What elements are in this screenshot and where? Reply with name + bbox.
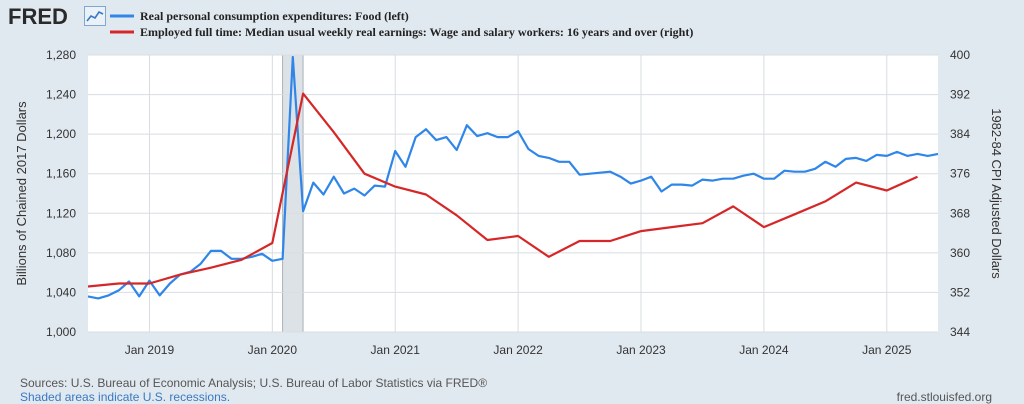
chart-canvas: 1,000 1,040 1,080 1,120 1,160 1,200 1,240 1,280…: [14, 9, 1004, 357]
site-link[interactable]: fred.stlouisfed.org: [896, 390, 992, 404]
recession-note[interactable]: Shaded areas indicate U.S. recessions.: [20, 390, 231, 404]
x-tick-label: Jan 2020: [248, 343, 298, 357]
x-tick-label: Jan 2019: [125, 343, 175, 357]
y-right-tick-label: 400: [950, 48, 970, 62]
y-right-tick-label: 368: [950, 206, 970, 220]
legend-label-2: Employed full time: Median usual weekly …: [140, 25, 693, 39]
series-line-2: [87, 92, 918, 288]
x-tick-label: Jan 2025: [862, 343, 912, 357]
y-right-tick-label: 384: [950, 127, 970, 141]
y-right-tick-label: 360: [950, 246, 970, 260]
y-left-tick-label: 1,280: [46, 48, 76, 62]
y-left-tick-label: 1,000: [46, 325, 76, 339]
legend-label-1: Real personal consumption expenditures: …: [140, 9, 409, 23]
fred-logo[interactable]: FRED: [8, 4, 68, 29]
x-tick-label: Jan 2022: [493, 343, 543, 357]
y-right-tick-label: 392: [950, 88, 970, 102]
y-left-tick-label: 1,160: [46, 167, 76, 181]
y-right-tick-label: 352: [950, 285, 970, 299]
series-line-1: [87, 55, 939, 300]
y-left-tick-label: 1,240: [46, 88, 76, 102]
y-right-tick-label: 344: [950, 325, 970, 339]
y-left-tick-label: 1,080: [46, 246, 76, 260]
sources-note: Sources: U.S. Bureau of Economic Analysi…: [20, 376, 488, 390]
x-tick-label: Jan 2023: [616, 343, 666, 357]
y-right-tick-label: 376: [950, 167, 970, 181]
y-left-tick-label: 1,040: [46, 285, 76, 299]
chart-line-icon: [84, 6, 106, 26]
y-left-axis-title: Billions of Chained 2017 Dollars: [14, 101, 29, 286]
x-tick-label: Jan 2021: [371, 343, 421, 357]
x-tick-label: Jan 2024: [739, 343, 789, 357]
y-right-axis-title: 1982-84 CPI Adjusted Dollars: [989, 108, 1004, 279]
y-left-tick-label: 1,200: [46, 127, 76, 141]
y-left-tick-label: 1,120: [46, 206, 76, 220]
plot-area: [88, 55, 938, 332]
